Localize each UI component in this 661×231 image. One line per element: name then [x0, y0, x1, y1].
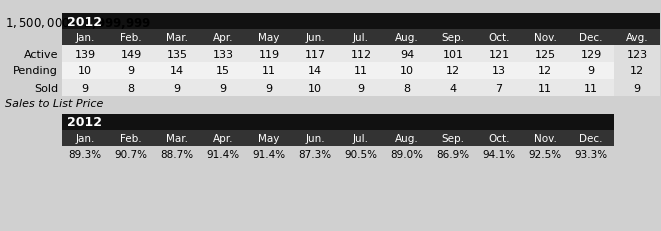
Text: Pending: Pending — [13, 66, 58, 76]
Text: 86.9%: 86.9% — [436, 149, 469, 159]
Text: 90.7%: 90.7% — [114, 149, 147, 159]
Text: May: May — [258, 134, 280, 143]
Text: Jul.: Jul. — [353, 33, 369, 43]
Text: 94.1%: 94.1% — [483, 149, 516, 159]
Text: 11: 11 — [354, 66, 368, 76]
Text: 139: 139 — [75, 49, 96, 59]
Text: Oct.: Oct. — [488, 33, 510, 43]
Text: Sep.: Sep. — [442, 33, 465, 43]
Text: 2012: 2012 — [67, 116, 102, 129]
Text: 14: 14 — [170, 66, 184, 76]
Bar — [62, 46, 614, 63]
Text: Mar.: Mar. — [166, 33, 188, 43]
Text: 9: 9 — [266, 83, 272, 93]
Text: 14: 14 — [308, 66, 322, 76]
Text: 94: 94 — [400, 49, 414, 59]
Text: Active: Active — [24, 49, 58, 59]
Text: 10: 10 — [400, 66, 414, 76]
Text: Jan.: Jan. — [75, 134, 95, 143]
Text: Aug.: Aug. — [395, 33, 419, 43]
Text: Jun.: Jun. — [305, 134, 325, 143]
Bar — [614, 80, 660, 97]
Text: 101: 101 — [442, 49, 463, 59]
Text: 129: 129 — [580, 49, 602, 59]
Text: Feb.: Feb. — [120, 134, 142, 143]
Text: 10: 10 — [308, 83, 322, 93]
Text: 11: 11 — [584, 83, 598, 93]
Bar — [62, 131, 614, 146]
Text: 12: 12 — [630, 66, 644, 76]
Text: May: May — [258, 33, 280, 43]
Text: 9: 9 — [81, 83, 89, 93]
Bar — [614, 46, 660, 63]
Text: Nov.: Nov. — [533, 33, 557, 43]
Text: 123: 123 — [627, 49, 648, 59]
Bar — [62, 80, 614, 97]
Text: 112: 112 — [350, 49, 371, 59]
Text: 89.3%: 89.3% — [69, 149, 102, 159]
Text: Dec.: Dec. — [579, 33, 603, 43]
Text: 4: 4 — [449, 83, 457, 93]
Text: $1,500,000 - $1,999,999: $1,500,000 - $1,999,999 — [5, 16, 151, 31]
Text: 9: 9 — [173, 83, 180, 93]
Text: Feb.: Feb. — [120, 33, 142, 43]
Text: 91.4%: 91.4% — [206, 149, 239, 159]
Text: 90.5%: 90.5% — [344, 149, 377, 159]
Text: Oct.: Oct. — [488, 134, 510, 143]
Text: 8: 8 — [403, 83, 410, 93]
Text: 135: 135 — [167, 49, 188, 59]
Text: 117: 117 — [305, 49, 326, 59]
Text: 93.3%: 93.3% — [574, 149, 607, 159]
Text: 13: 13 — [492, 66, 506, 76]
Text: 91.4%: 91.4% — [253, 149, 286, 159]
Text: 149: 149 — [120, 49, 141, 59]
Text: 9: 9 — [633, 83, 641, 93]
Text: 15: 15 — [216, 66, 230, 76]
Text: Apr.: Apr. — [213, 134, 233, 143]
Text: 11: 11 — [538, 83, 552, 93]
Text: Nov.: Nov. — [533, 134, 557, 143]
Text: Mar.: Mar. — [166, 134, 188, 143]
Text: 133: 133 — [212, 49, 233, 59]
Text: 10: 10 — [78, 66, 92, 76]
Text: 88.7%: 88.7% — [161, 149, 194, 159]
Text: 7: 7 — [496, 83, 502, 93]
Text: Sep.: Sep. — [442, 134, 465, 143]
Bar — [62, 30, 660, 46]
Text: Jun.: Jun. — [305, 33, 325, 43]
Bar — [62, 115, 614, 131]
Text: 89.0%: 89.0% — [391, 149, 424, 159]
Text: 2012: 2012 — [67, 15, 102, 28]
Text: 8: 8 — [128, 83, 135, 93]
Text: 11: 11 — [262, 66, 276, 76]
Text: 9: 9 — [128, 66, 135, 76]
Text: Avg.: Avg. — [626, 33, 648, 43]
Text: Dec.: Dec. — [579, 134, 603, 143]
Bar — [62, 14, 660, 30]
Text: 87.3%: 87.3% — [298, 149, 332, 159]
Bar — [614, 63, 660, 80]
Text: Aug.: Aug. — [395, 134, 419, 143]
Text: Jul.: Jul. — [353, 134, 369, 143]
Text: 125: 125 — [535, 49, 555, 59]
Text: 9: 9 — [358, 83, 365, 93]
Text: Sold: Sold — [34, 83, 58, 93]
Text: Sales to List Price: Sales to List Price — [5, 99, 103, 109]
Text: Jan.: Jan. — [75, 33, 95, 43]
Text: 12: 12 — [446, 66, 460, 76]
Text: 119: 119 — [258, 49, 280, 59]
Text: 121: 121 — [488, 49, 510, 59]
Text: 12: 12 — [538, 66, 552, 76]
Bar — [62, 146, 614, 162]
Bar — [62, 63, 614, 80]
Text: 92.5%: 92.5% — [528, 149, 562, 159]
Text: 9: 9 — [219, 83, 227, 93]
Text: Apr.: Apr. — [213, 33, 233, 43]
Text: 9: 9 — [588, 66, 594, 76]
